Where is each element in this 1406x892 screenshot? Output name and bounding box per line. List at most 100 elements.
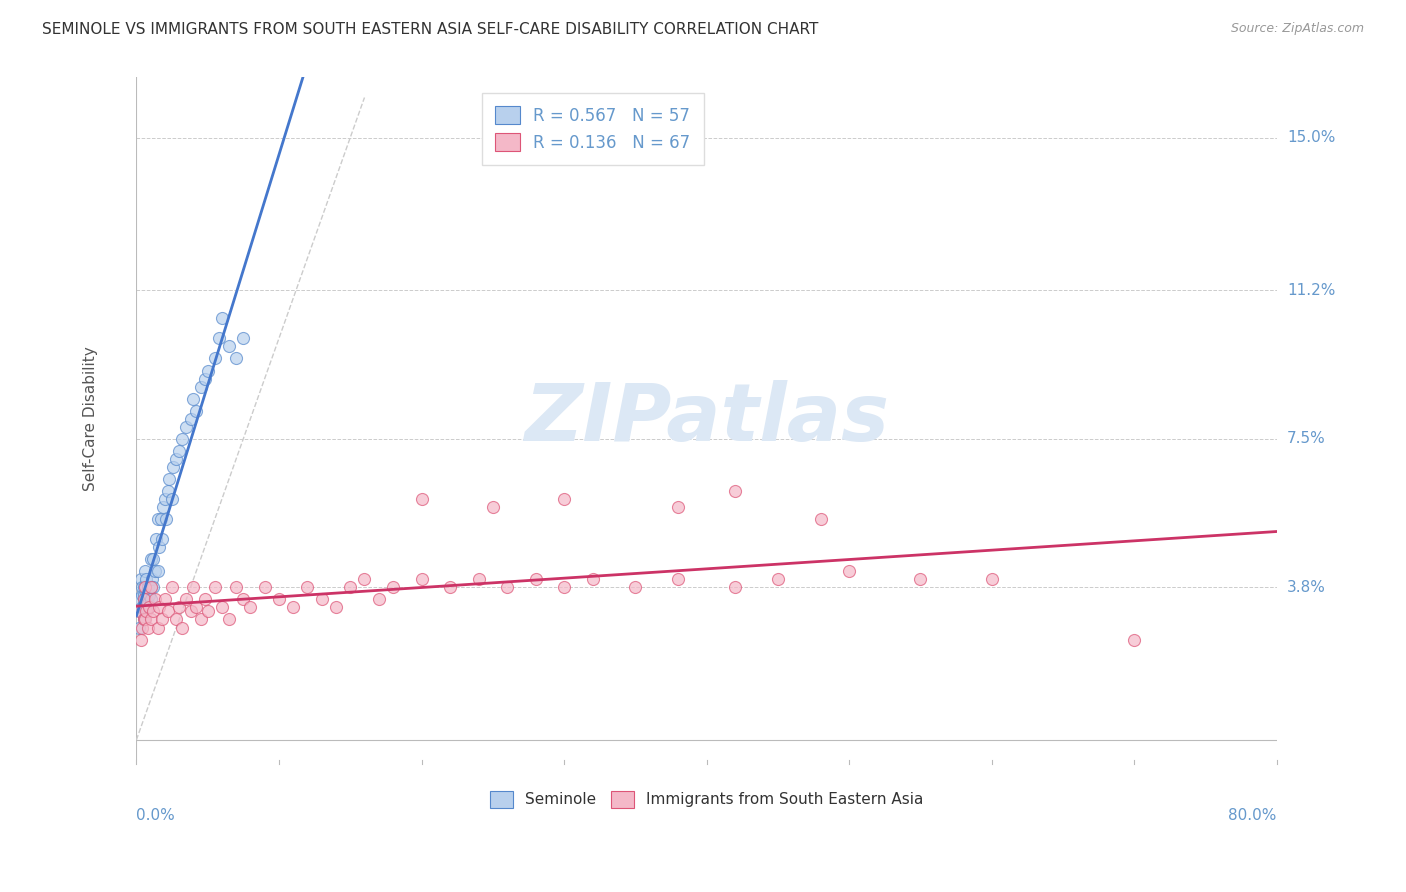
Point [553,580,575,594]
Point [225,580,247,594]
Text: Self-Care Disability: Self-Care Disability [83,346,98,491]
Point [134,564,156,578]
Point [153,491,176,506]
Point [148,600,170,615]
Point [194,371,217,385]
Point [325,600,347,615]
Point [180,411,202,425]
Point [165,451,187,466]
Legend: Seminole, Immigrants from South Eastern Asia: Seminole, Immigrants from South Eastern … [484,785,929,814]
Point [160,491,183,506]
Point [157,472,180,486]
Point [129,572,152,586]
Point [311,592,333,607]
Point [211,311,233,326]
Point [204,580,226,594]
Point [127,592,149,607]
Text: 7.5%: 7.5% [1286,432,1326,446]
Point [367,592,389,607]
Point [139,580,162,594]
Text: 11.2%: 11.2% [1286,283,1336,298]
Point [204,351,226,366]
Point [170,432,193,446]
Text: 3.8%: 3.8% [1286,580,1326,595]
Point [553,491,575,506]
Point [139,580,162,594]
Point [136,620,159,634]
Point [666,572,689,586]
Point [838,564,860,578]
Point [149,512,172,526]
Point [174,592,197,607]
Point [239,600,262,615]
Point [131,580,153,594]
Point [142,552,165,566]
Point [143,592,166,607]
Point [135,588,157,602]
Point [156,604,179,618]
Point [155,512,177,526]
Point [170,620,193,634]
Point [139,552,162,566]
Point [218,612,240,626]
Point [232,592,254,607]
Point [183,392,205,406]
Point [183,580,205,594]
Point [186,600,208,615]
Text: Source: ZipAtlas.com: Source: ZipAtlas.com [1230,22,1364,36]
Text: SEMINOLE VS IMMIGRANTS FROM SOUTH EASTERN ASIA SELF-CARE DISABILITY CORRELATION : SEMINOLE VS IMMIGRANTS FROM SOUTH EASTER… [42,22,818,37]
Point [910,572,932,586]
Point [208,331,231,345]
Point [135,604,157,618]
Point [339,580,361,594]
Point [980,572,1002,586]
Point [190,612,212,626]
Point [136,580,159,594]
Point [141,572,163,586]
Point [146,620,169,634]
Point [129,604,152,618]
Point [152,500,174,514]
Point [143,564,166,578]
Point [810,512,832,526]
Point [353,572,375,586]
Point [134,592,156,607]
Point [232,331,254,345]
Point [439,580,461,594]
Point [138,600,160,615]
Point [146,564,169,578]
Point [481,500,503,514]
Point [160,580,183,594]
Point [134,612,156,626]
Point [167,443,190,458]
Point [129,632,152,647]
Point [156,483,179,498]
Point [496,580,519,594]
Point [211,600,233,615]
Point [180,604,202,618]
Point [139,592,162,607]
Point [624,580,647,594]
Point [150,532,173,546]
Point [132,588,155,602]
Point [297,580,319,594]
Point [131,620,153,634]
Point [724,483,747,498]
Text: 15.0%: 15.0% [1286,130,1336,145]
Point [128,620,150,634]
Text: 80.0%: 80.0% [1229,808,1277,823]
Point [148,540,170,554]
Point [135,572,157,586]
Point [190,379,212,393]
Point [162,459,184,474]
Point [467,572,489,586]
Point [150,612,173,626]
Point [134,604,156,618]
Point [1123,632,1146,647]
Point [225,351,247,366]
Point [194,592,217,607]
Point [153,592,176,607]
Point [134,580,156,594]
Point [132,580,155,594]
Point [581,572,603,586]
